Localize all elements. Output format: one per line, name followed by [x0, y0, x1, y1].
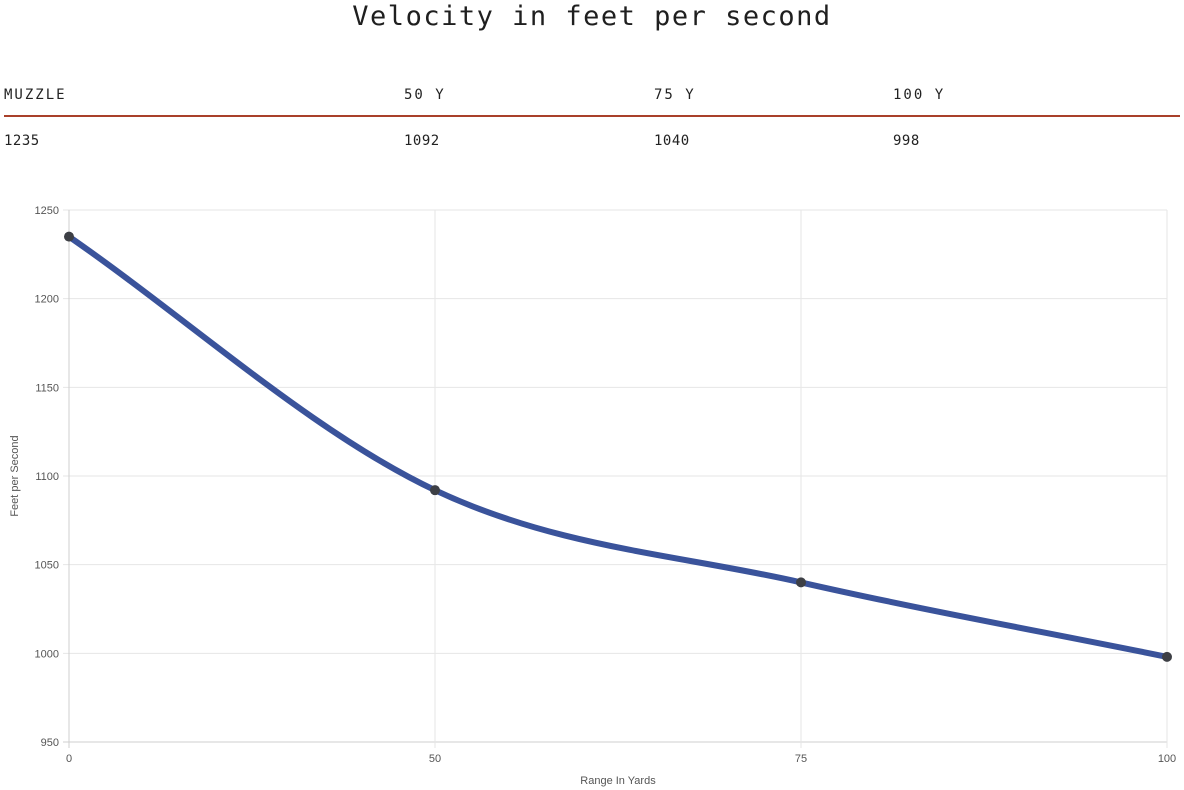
velocity-line: [66, 233, 1170, 660]
y-axis-ticks: 950 1000 1050 1100 1150 1200 1250: [35, 205, 59, 749]
x-tick-label: 100: [1158, 753, 1176, 765]
x-axis-ticks: 0 50 75 100: [66, 753, 1176, 765]
data-point[interactable]: [64, 231, 74, 242]
value-muzzle: 1235: [4, 133, 40, 149]
header-75-yards: 75 Y: [654, 87, 696, 103]
y-tick-label: 1200: [35, 294, 59, 306]
data-point[interactable]: [430, 485, 440, 496]
x-tick-label: 75: [795, 753, 807, 765]
x-tick-label: 50: [429, 753, 441, 765]
y-tick-label: 1250: [35, 205, 59, 217]
chart-title: Velocity in feet per second: [352, 1, 832, 32]
y-tick-label: 1150: [35, 382, 59, 394]
value-100-yards: 998: [893, 133, 920, 149]
y-tick-label: 1050: [35, 560, 59, 572]
header-divider: [4, 115, 1180, 117]
grid: [63, 209, 1168, 748]
y-tick-label: 1100: [35, 471, 59, 483]
x-axis-label: Range In Yards: [580, 775, 656, 787]
value-75-yards: 1040: [654, 133, 690, 149]
velocity-chart: 950 1000 1050 1100 1150 1200 1250 0 50 75 100 Fee…: [9, 205, 1176, 787]
data-point[interactable]: [796, 577, 806, 588]
data-point[interactable]: [1162, 651, 1172, 662]
data-points: [64, 231, 1172, 662]
header-muzzle: MUZZLE: [4, 87, 67, 103]
header-50-yards: 50 Y: [404, 87, 446, 103]
y-tick-label: 950: [41, 737, 59, 749]
header-100-yards: 100 Y: [893, 87, 946, 103]
y-axis-label: Feet per Second: [9, 435, 21, 516]
x-tick-label: 0: [66, 753, 72, 765]
velocity-table: MUZZLE 50 Y 75 Y 100 Y 1235 1092 1040 99…: [4, 80, 1180, 160]
y-tick-label: 1000: [35, 648, 59, 660]
value-50-yards: 1092: [404, 133, 440, 149]
